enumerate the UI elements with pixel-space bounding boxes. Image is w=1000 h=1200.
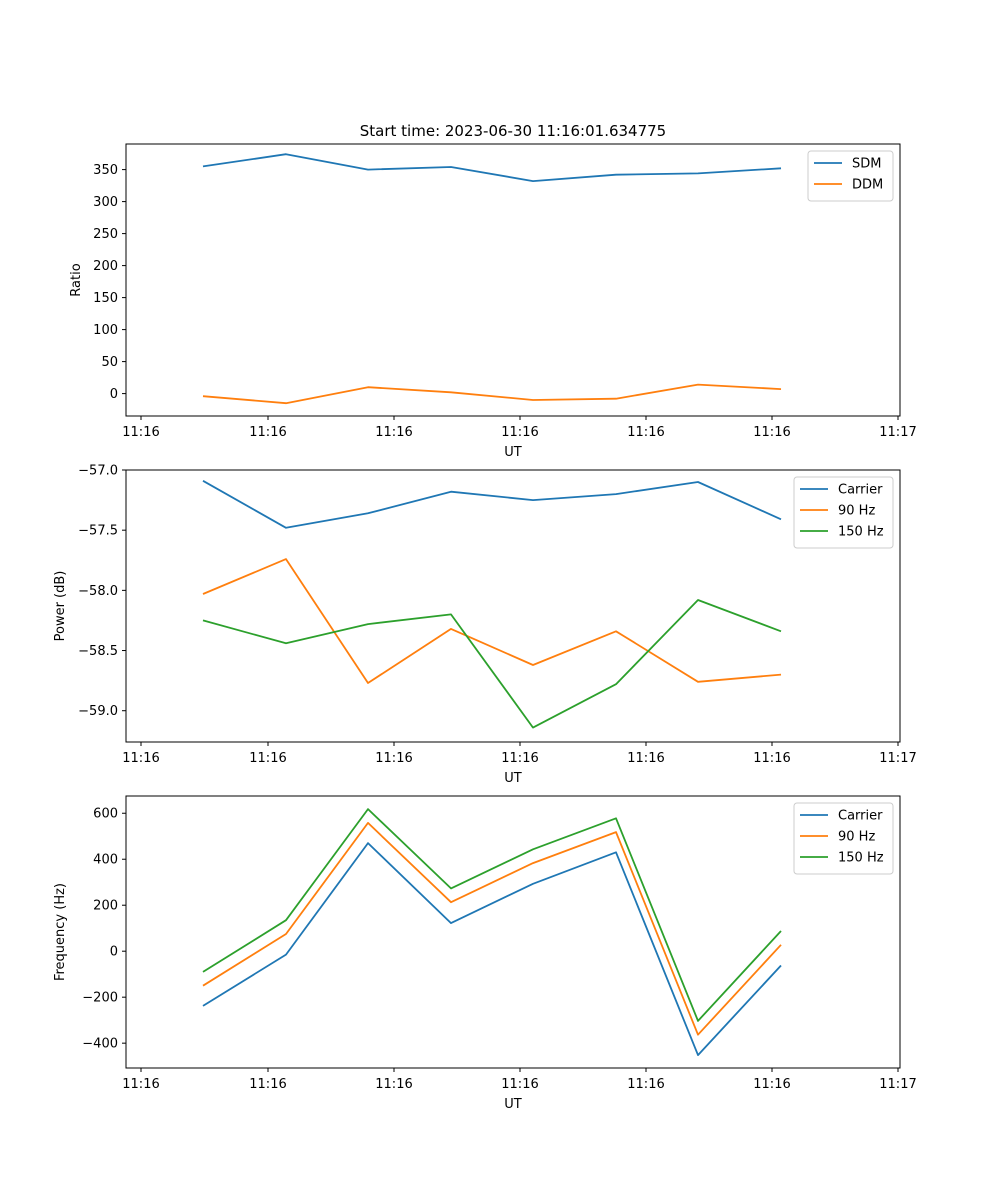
legend-label: SDM: [852, 157, 881, 172]
x-tick-label: 11:16: [627, 751, 664, 766]
y-tick-label: −58.0: [78, 584, 118, 599]
legend-label: 90 Hz: [838, 830, 875, 845]
y-tick-label: 150: [93, 291, 118, 306]
x-tick-label: 11:16: [122, 425, 159, 440]
y-tick-label: 0: [110, 945, 118, 960]
x-tick-label: 11:16: [375, 751, 412, 766]
series-line-150-hz: [202, 599, 782, 729]
x-tick-label: 11:16: [249, 1077, 286, 1092]
chart-panel-3: 11:16 11:16 11:16 11:16 11:16 11:16 11:17 UT −40…: [53, 795, 917, 1112]
x-tick-label: 11:17: [879, 751, 916, 766]
series-line-ddm: [202, 383, 782, 405]
x-tick-label: 11:17: [879, 1077, 916, 1092]
y-axis-label: Power (dB): [53, 571, 68, 642]
y-tick-label: −400: [82, 1037, 118, 1052]
legend-label: 150 Hz: [838, 851, 884, 866]
x-tick-label: 11:17: [879, 425, 916, 440]
y-tick-label: −200: [82, 991, 118, 1006]
y-tick-label: 350: [93, 163, 118, 178]
plot-frame: [125, 143, 901, 417]
y-tick-label: 200: [93, 259, 118, 274]
y-tick-label: 200: [93, 899, 118, 914]
x-tick-label: 11:16: [501, 751, 538, 766]
series-line-carrier: [202, 480, 782, 529]
series-line-90-hz: [202, 822, 782, 1036]
x-tick-label: 11:16: [249, 751, 286, 766]
x-tick-label: 11:16: [375, 425, 412, 440]
y-tick-label: 250: [93, 227, 118, 242]
series-line-carrier: [202, 842, 782, 1056]
y-tick-label: 400: [93, 853, 118, 868]
chart-title: Start time: 2023-06-30 11:16:01.634775: [360, 122, 666, 140]
y-tick-label: 300: [93, 195, 118, 210]
y-tick-label: −57.0: [78, 464, 118, 479]
y-tick-label: −57.5: [78, 524, 118, 539]
y-tick-label: −58.5: [78, 644, 118, 659]
series-line-sdm: [202, 153, 782, 183]
x-tick-label: 11:16: [627, 1077, 664, 1092]
x-tick-label: 11:16: [753, 751, 790, 766]
y-tick-label: 100: [93, 323, 118, 338]
legend-label: Carrier: [838, 483, 883, 498]
legend-label: Carrier: [838, 809, 883, 824]
x-tick-label: 11:16: [122, 751, 159, 766]
x-axis-label: UT: [504, 1097, 522, 1112]
x-axis-label: UT: [504, 771, 522, 786]
y-axis-label: Frequency (Hz): [53, 883, 68, 981]
y-tick-label: −59.0: [78, 704, 118, 719]
x-tick-label: 11:16: [375, 1077, 412, 1092]
x-tick-label: 11:16: [627, 425, 664, 440]
y-axis-label: Ratio: [69, 263, 84, 296]
y-tick-label: 50: [101, 355, 118, 370]
x-tick-label: 11:16: [753, 1077, 790, 1092]
x-tick-label: 11:16: [249, 425, 286, 440]
chart-panel-1: 11:16 11:16 11:16 11:16 11:16 11:16 11:17 UT 0 50…: [69, 122, 917, 460]
plot-frame: [125, 469, 901, 743]
chart-panel-2: 11:16 11:16 11:16 11:16 11:16 11:16 11:17 UT −59…: [53, 464, 917, 787]
x-tick-label: 11:16: [501, 425, 538, 440]
legend-label: DDM: [852, 178, 883, 193]
x-tick-label: 11:16: [122, 1077, 159, 1092]
legend-label: 150 Hz: [838, 525, 884, 540]
plot-frame: [125, 795, 901, 1069]
y-tick-label: 600: [93, 807, 118, 822]
x-tick-label: 11:16: [753, 425, 790, 440]
y-tick-label: 0: [110, 387, 118, 402]
legend-label: 90 Hz: [838, 504, 875, 519]
x-axis-label: UT: [504, 445, 522, 460]
series-line-90-hz: [202, 558, 782, 684]
x-tick-label: 11:16: [501, 1077, 538, 1092]
series-line-150-hz: [202, 808, 782, 1022]
